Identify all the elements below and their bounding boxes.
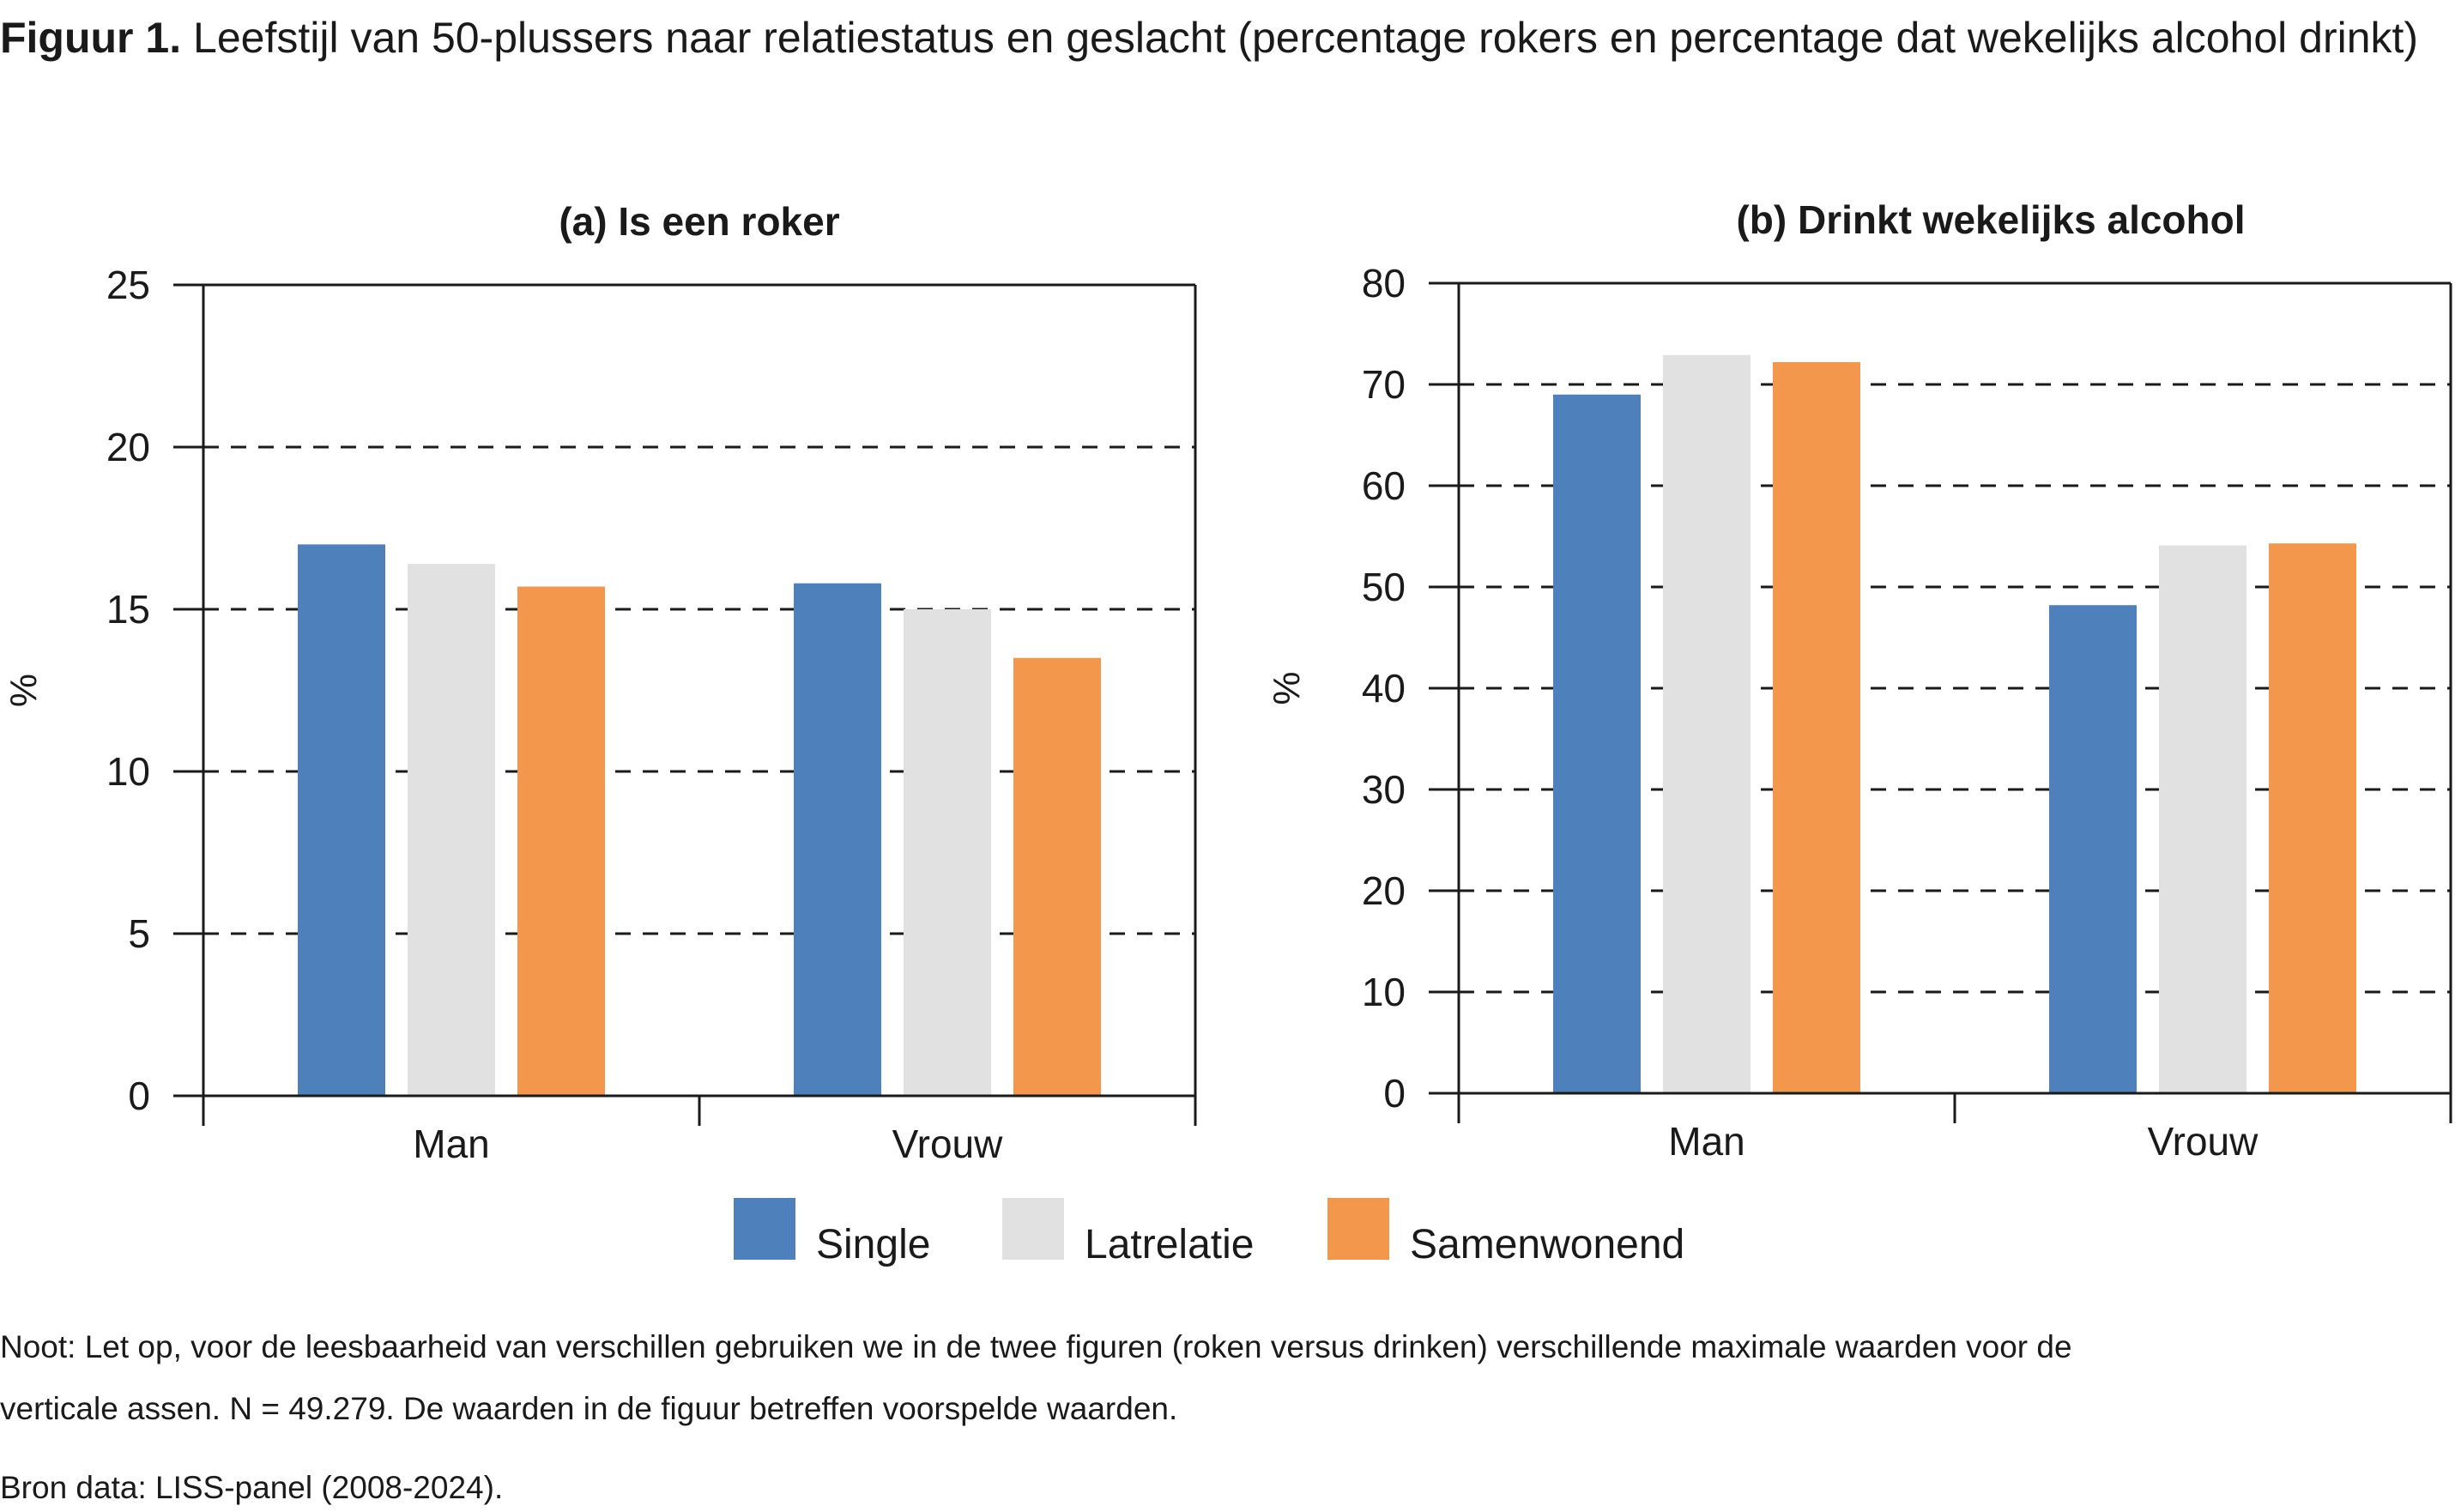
y-tick-label: 70 — [1362, 362, 1406, 407]
figure-label: Figuur 1. — [0, 14, 182, 62]
y-tick-label: 15 — [106, 587, 150, 632]
legend-swatch-samenwonend — [1327, 1198, 1389, 1260]
x-tick-label: Man — [1668, 1119, 1745, 1164]
legend-swatch-single — [734, 1198, 795, 1260]
y-tick-label: 60 — [1362, 463, 1406, 508]
figure-title: Figuur 1. Leefstijl van 50-plussers naar… — [0, 0, 2455, 76]
legend-label: Latrelatie — [1085, 1222, 1254, 1267]
chart-title: (b) Drinkt wekelijks alcohol — [1736, 197, 2245, 242]
legend-swatch-latrelatie — [1002, 1198, 1064, 1260]
bar-single-man — [1553, 394, 1641, 1093]
y-tick-label: 20 — [106, 425, 150, 469]
chart-panel-b: (b) Drinkt wekelijks alcohol 0 10 20 30 40 50 6… — [1266, 197, 2452, 1164]
bar-single-man — [298, 544, 385, 1096]
y-tick-label: 25 — [106, 263, 150, 307]
bar-latrelatie-man — [408, 564, 495, 1096]
bar-single-vrouw — [794, 583, 881, 1096]
legend-label: Samenwonend — [1410, 1222, 1684, 1267]
y-tick-label: 10 — [1362, 970, 1406, 1014]
bar-samenwonend-vrouw — [1013, 657, 1101, 1096]
chart-panel-a: (a) Is een roker 0 5 10 15 20 25% Man Vrouw — [3, 199, 1197, 1166]
y-tick-label: 50 — [1362, 565, 1406, 609]
y-axis-label: % — [1266, 671, 1308, 705]
bar-samenwonend-vrouw — [2269, 543, 2356, 1093]
note-line-1: Noot: Let op, voor de leesbaarheid van v… — [0, 1329, 2072, 1364]
x-tick-label: Vrouw — [892, 1122, 1003, 1166]
bar-samenwonend-man — [517, 586, 605, 1096]
y-tick-label: 80 — [1362, 261, 1406, 305]
x-tick-label: Man — [413, 1122, 489, 1166]
figure-title-text: Leefstijl van 50-plussers naar relatiest… — [193, 14, 2419, 62]
y-tick-label: 5 — [128, 911, 150, 956]
chart-title: (a) Is een roker — [559, 199, 839, 244]
x-tick-label: Vrouw — [2148, 1119, 2258, 1164]
y-tick-label: 10 — [106, 749, 150, 794]
bar-single-vrouw — [2049, 605, 2137, 1093]
bar-samenwonend-man — [1773, 362, 1860, 1093]
bar-latrelatie-vrouw — [2159, 545, 2246, 1093]
legend-label: Single — [816, 1222, 930, 1267]
y-tick-label: 40 — [1362, 666, 1406, 711]
y-axis-label: % — [3, 674, 45, 707]
y-tick-label: 30 — [1362, 767, 1406, 812]
y-tick-label: 0 — [128, 1074, 150, 1118]
bar-latrelatie-vrouw — [904, 609, 991, 1096]
bar-latrelatie-man — [1663, 354, 1751, 1093]
legend: Single Latrelatie Samenwonend — [734, 1198, 1684, 1267]
note-line-2: verticale assen. N = 49.279. De waarden … — [0, 1391, 1178, 1426]
y-tick-label: 0 — [1383, 1071, 1406, 1116]
source-note: Bron data: LISS-panel (2008-2024). — [0, 1470, 504, 1505]
y-tick-label: 20 — [1362, 868, 1406, 913]
